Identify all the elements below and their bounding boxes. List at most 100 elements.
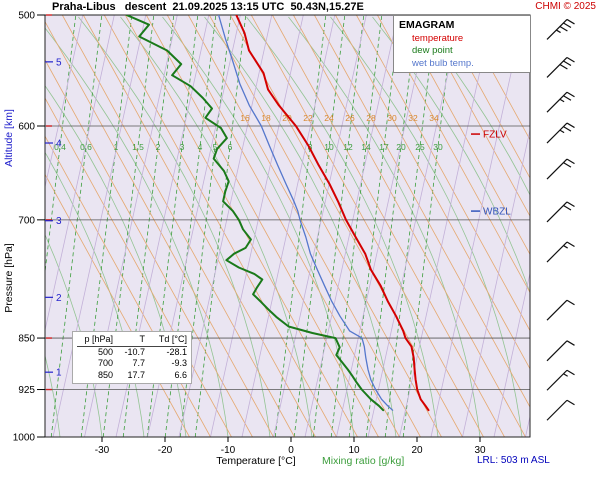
sounding-table-rows: 500 -10.7 -28.1 700 7.7 -9.3 850 17.7 6.6 [77,347,187,382]
svg-text:10: 10 [348,445,360,456]
svg-text:25: 25 [415,142,425,152]
dry-adiabat-labels: 16 18 20 22 24 26 28 30 32 34 [240,113,439,123]
table-header-temperature: T [139,334,146,344]
y-axis-label-pressure: Pressure [hPa] [3,243,15,313]
wbzl-label: WBZL [483,207,511,218]
dry-adiabat-lines [45,15,530,437]
wind-barbs [546,18,575,421]
sounding-table: p [hPa] T Td [°C] 500 -10.7 -28.1 700 7.7 -9.… [72,331,192,384]
wind-barb [546,299,575,321]
svg-text:5: 5 [213,142,218,152]
svg-text:10: 10 [324,142,334,152]
svg-text:4: 4 [198,142,203,152]
svg-text:26: 26 [345,113,355,123]
wind-barb [546,91,575,113]
table-cell: -10.7 [124,346,145,357]
svg-text:3: 3 [180,142,185,152]
curve-temperature [235,15,430,412]
svg-text:-20: -20 [158,445,173,456]
svg-text:600: 600 [18,122,35,133]
sounding-table-header: p [hPa] T Td [°C] [77,334,187,347]
svg-text:32: 32 [408,113,418,123]
table-cell: 17.7 [127,369,145,380]
page-title: Praha-Libus descent 21.09.2025 13:15 UTC… [52,1,364,13]
svg-text:34: 34 [429,113,439,123]
wind-barb [546,369,575,391]
legend-item-temperature: temperature [412,32,464,44]
table-cell: -28.1 [166,346,187,357]
svg-text:20: 20 [396,142,406,152]
legend-title: EMAGRAM [399,19,455,31]
svg-text:500: 500 [18,11,35,22]
legend-item-wet-bulb: wet bulb temp. [412,57,474,69]
wind-barb [546,399,575,421]
table-row: 700 7.7 -9.3 [77,358,187,370]
table-header-dewpoint: Td [°C] [158,334,187,344]
svg-text:700: 700 [18,215,35,226]
svg-text:2: 2 [156,142,161,152]
x-axis-label-mixing-ratio: Mixing ratio [g/kg] [322,455,405,467]
svg-text:24: 24 [324,113,334,123]
pressure-axis: 500 600 700 850 925 1000 [13,11,52,444]
svg-text:-10: -10 [221,445,236,456]
wind-barb [546,56,575,78]
svg-text:20: 20 [411,445,423,456]
table-cell: 700 [97,358,113,368]
svg-text:4: 4 [56,139,62,150]
svg-text:28: 28 [366,113,376,123]
svg-text:0: 0 [288,445,294,456]
copyright-notice: CHMI © 2025 [535,1,596,12]
svg-text:1000: 1000 [13,433,36,444]
wind-barb [546,201,575,223]
table-header-pressure: p [hPa] [84,334,113,344]
table-cell: -9.3 [171,358,187,368]
svg-text:0.4: 0.4 [54,142,66,152]
svg-text:1: 1 [56,368,62,379]
wind-barb [546,122,575,144]
svg-text:3: 3 [56,216,62,227]
level-annotations: FZLV WBZL [471,130,511,218]
wind-barb [546,18,575,40]
svg-text:6: 6 [228,142,233,152]
svg-text:5: 5 [56,57,62,68]
axis-captions: Pressure [hPa] Altitude [km] [3,109,15,313]
curve-wet-bulb-temp- [217,15,394,411]
svg-text:30: 30 [474,445,486,456]
plot-border [44,14,531,438]
svg-text:22: 22 [303,113,313,123]
y-axis-label-altitude: Altitude [km] [3,109,15,167]
svg-text:-30: -30 [95,445,110,456]
altitude-axis: 1 2 3 4 5 [45,57,62,379]
svg-text:1: 1 [114,142,119,152]
table-cell: 500 [97,346,113,357]
sounding-curves [125,15,430,412]
wind-barb [546,158,575,180]
svg-text:1.5: 1.5 [132,142,144,152]
table-cell: 6.6 [174,369,187,380]
legend-box: EMAGRAM temperature dew point wet bulb t… [393,15,531,73]
svg-text:30: 30 [433,142,443,152]
svg-text:17: 17 [379,142,389,152]
svg-text:20: 20 [282,113,292,123]
curve-dew-point [125,15,385,412]
fzlv-label: FZLV [483,130,507,141]
mixing-ratio-labels: 0.4 0.6 1 1.5 2 3 4 5 6 8 10 12 14 17 20 25 30 [54,142,443,152]
table-row: 850 17.7 6.6 [77,370,187,382]
temperature-axis: -30 -20 -10 0 10 20 30 [95,437,486,456]
svg-text:850: 850 [18,334,35,345]
wind-barb [546,340,575,362]
x-axis-label-temperature: Temperature [°C] [216,455,296,467]
svg-text:925: 925 [18,385,35,396]
table-cell: 850 [97,369,113,380]
svg-text:30: 30 [387,113,397,123]
lrl-annotation: LRL: 503 m ASL [477,455,550,466]
svg-text:16: 16 [240,113,250,123]
table-cell: 7.7 [132,358,145,368]
table-row: 500 -10.7 -28.1 [77,347,187,359]
svg-text:0.6: 0.6 [80,142,92,152]
svg-text:12: 12 [343,142,353,152]
legend-item-dew-point: dew point [412,45,453,56]
svg-text:18: 18 [261,113,271,123]
